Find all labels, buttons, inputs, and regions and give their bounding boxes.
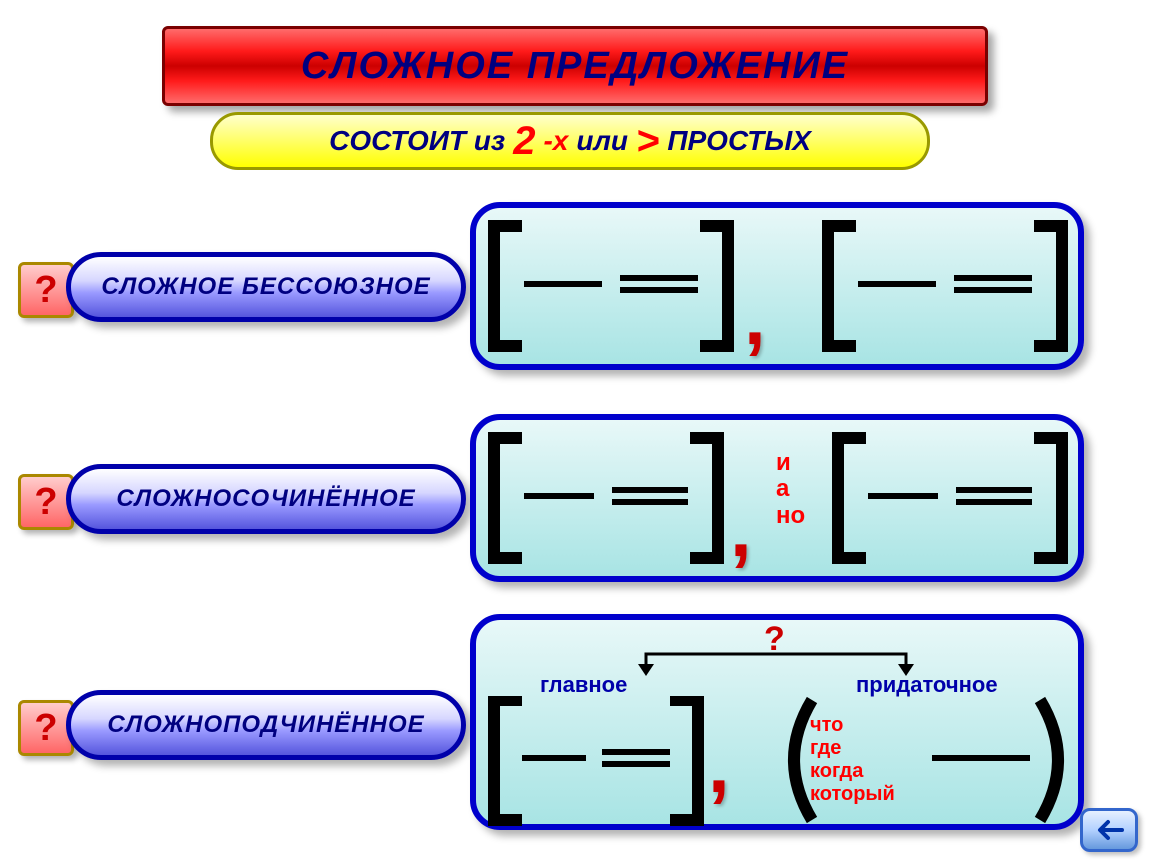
title-banner: СЛОЖНОЕ ПРЕДЛОЖЕНИЕ [162, 26, 988, 106]
type-label-subordinate: СЛОЖНОПОДЧИНЁННОЕ [66, 690, 466, 760]
subtitle-or: или [576, 125, 628, 157]
conj-item: который [810, 783, 895, 806]
subtitle-part-a: СОСТОИТ из [329, 125, 505, 157]
diagram-coordinate: , и а но [470, 414, 1084, 582]
conj-item: когда [810, 760, 895, 783]
question-icon: ? [34, 707, 57, 750]
arrow-left-icon [1094, 819, 1124, 841]
title-text: СЛОЖНОЕ ПРЕДЛОЖЕНИЕ [301, 45, 849, 88]
comma-separator: , [708, 720, 730, 811]
diagram-asyndetic: , [470, 202, 1084, 370]
type-label-asyndetic: СЛОЖНОЕ БЕССОЮЗНОЕ [66, 252, 466, 322]
label-text: СЛОЖНОСОЧИНЁННОЕ [116, 485, 415, 513]
subtitle-tail: ПРОСТЫХ [667, 125, 811, 157]
question-mark-link: ? [764, 620, 785, 659]
coordinate-conjunctions: и а но [776, 450, 805, 529]
conj-item: где [810, 737, 895, 760]
conj-item: что [810, 714, 895, 737]
type-label-coordinate: СЛОЖНОСОЧИНЁННОЕ [66, 464, 466, 534]
conj-item: и [776, 450, 805, 476]
subordinate-conjunctions: что где когда который [810, 714, 895, 806]
question-icon: ? [34, 481, 57, 524]
subtitle-gt: > [636, 119, 659, 164]
sub-clause-label: придаточное [856, 672, 998, 698]
comma-separator: , [730, 484, 752, 575]
diagram-subordinate: ? главное придаточное , что где когда ко… [470, 614, 1084, 830]
main-clause-label: главное [540, 672, 627, 698]
conj-item: но [776, 503, 805, 529]
question-icon: ? [34, 269, 57, 312]
label-text: СЛОЖНОЕ БЕССОЮЗНОЕ [101, 273, 430, 301]
bracket-schema [476, 696, 1078, 836]
back-button[interactable] [1080, 808, 1138, 852]
comma-separator: , [744, 272, 766, 363]
conj-item: а [776, 476, 805, 502]
subtitle-suffix: -х [543, 125, 568, 157]
subtitle-num: 2 [513, 119, 535, 164]
subtitle-banner: СОСТОИТ из 2 -х или > ПРОСТЫХ [210, 112, 930, 170]
label-text: СЛОЖНОПОДЧИНЁННОЕ [107, 711, 424, 739]
bracket-schema [476, 208, 1078, 364]
